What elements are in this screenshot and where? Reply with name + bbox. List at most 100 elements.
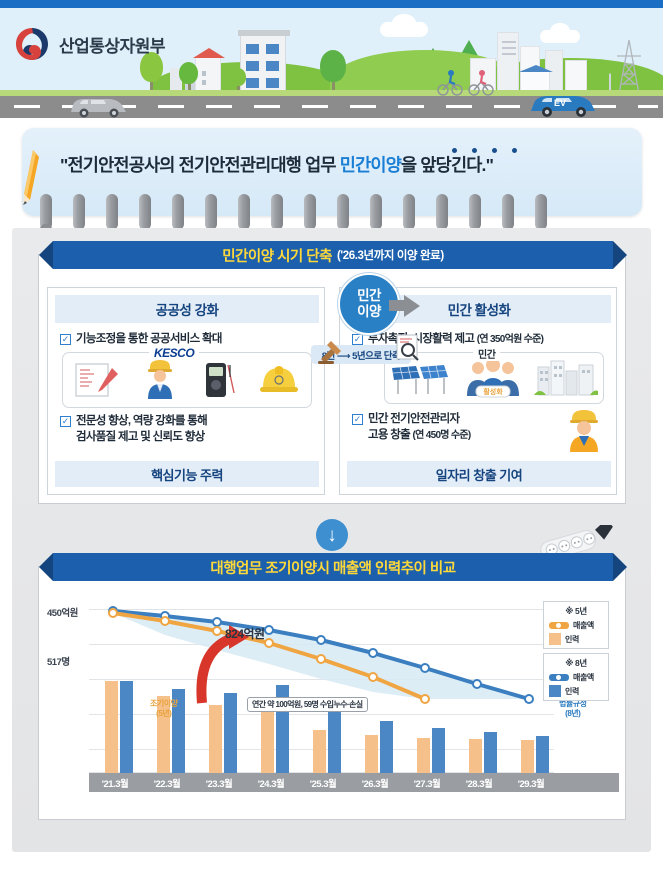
building-icon xyxy=(497,32,519,96)
legend-8year-revenue: 매출액 xyxy=(544,671,608,684)
bar-blue-headcount xyxy=(328,705,341,773)
bullet-left-1-text: 기능조정을 통한 공공서비스 확대 xyxy=(76,333,223,345)
legend-5year: ※ 5년 매출액 인력 xyxy=(543,601,609,649)
header-top-bar xyxy=(0,0,663,8)
section1-ribbon-sub: ('26.3년까지 이양 완료) xyxy=(336,250,444,262)
red-curved-arrow-icon xyxy=(196,625,249,704)
tree-icon xyxy=(230,68,246,86)
bullet-right-2: ✓ 민간 전기안전관리자 고용 창출 (연 450명 수준) xyxy=(352,412,552,443)
bar-orange-headcount xyxy=(417,738,430,773)
arrow-right-icon xyxy=(404,295,420,317)
legend-line-marker xyxy=(549,622,569,629)
section1-ribbon: 민간이양 시기 단축 ('26.3년까지 이양 완료) xyxy=(39,241,627,269)
legend-8year-headcount-label: 인력 xyxy=(565,686,579,696)
bullet-right-2-text: 민간 전기안전관리자 고용 창출 (연 450명 수준) xyxy=(368,413,471,441)
legend-8year-title: ※ 8년 xyxy=(565,658,587,668)
annotation-early-transfer: 조기이양 (5년) xyxy=(150,699,178,718)
tree-icon xyxy=(140,52,163,82)
check-icon: ✓ xyxy=(352,334,363,345)
private-icon-box: 민간 xyxy=(384,346,604,404)
gavel-icon xyxy=(318,341,341,364)
ev-car-icon xyxy=(531,96,595,117)
power-strip-plug-icon xyxy=(540,525,613,561)
quote-band: "전기안전공사의 전기안전관리대행 업무 민간이양을 앞당긴다." xyxy=(0,118,663,236)
quote-text: "전기안전공사의 전기안전관리대행 업무 민간이양을 앞당긴다." xyxy=(60,152,630,177)
section-chart-comparison: 대행업무 조기이양시 매출액 인력추이 비교 450억원 517명 xyxy=(38,553,627,820)
legend-5year-title: ※ 5년 xyxy=(565,606,587,616)
annotation-note-box: 연간 약 100억원, 59명 수입누수·손실 xyxy=(247,697,368,712)
building-icon xyxy=(238,30,290,96)
panel-left-footer: 핵심기능 주력 xyxy=(55,461,319,487)
car-icon xyxy=(71,99,126,118)
bar-blue-headcount xyxy=(120,681,133,773)
kesco-icon-box: KESCO xyxy=(62,346,312,408)
quote-highlight: 민간이양 xyxy=(339,155,402,175)
cyclist-icon xyxy=(437,70,463,96)
x-tick-5: '26.3월 xyxy=(361,778,389,790)
bullet-right-1-text: 투자촉진, 시장활력 제고 (연 350억원 수준) xyxy=(368,333,544,345)
private-caption: 민간 xyxy=(473,346,501,361)
panel-left-title: 공공성 강화 xyxy=(55,295,319,323)
emphasis-dots xyxy=(452,148,517,153)
bullet-left-2: ✓ 전문성 향상, 역량 강화를 통해 검사품질 제고 및 신뢰도 향상 xyxy=(60,414,314,445)
legend-5year-headcount-label: 인력 xyxy=(565,634,579,644)
bar-blue-headcount xyxy=(172,689,185,773)
annotation-legal-regulation: 법률규정 (8년) xyxy=(559,699,587,718)
bar-orange-headcount xyxy=(261,711,274,773)
panel-right-footer: 일자리 창출 기여 xyxy=(347,461,611,487)
annotation-824: 824억원 xyxy=(225,627,265,641)
x-tick-3: '24.3월 xyxy=(257,778,285,790)
bar-blue-headcount xyxy=(224,693,237,773)
road-strip xyxy=(0,96,663,118)
legend-5year-revenue: 매출액 xyxy=(544,619,608,632)
x-tick-2: '23.3월 xyxy=(205,778,233,790)
x-tick-1: '22.3월 xyxy=(153,778,181,790)
document-pen-icon xyxy=(75,363,118,397)
tree-icon xyxy=(179,62,198,84)
arrow-right-tail xyxy=(389,300,406,311)
ministry-logo-group: 산업통상자원부 xyxy=(14,26,165,62)
legend-square-marker xyxy=(549,685,561,697)
bar-orange-headcount xyxy=(469,739,482,773)
x-axis-strip: '21.3월 '22.3월 '23.3월 '24.3월 '25.3월 '26.3… xyxy=(89,773,619,792)
y-annotation-headcount: 517명 xyxy=(47,657,70,668)
bar-orange-headcount xyxy=(209,705,222,773)
legend-5year-headcount: 인력 xyxy=(544,632,608,646)
down-arrow-circle-icon: ↓ xyxy=(316,519,348,551)
chart-container: 450억원 517명 xyxy=(47,597,619,812)
legend-line-marker xyxy=(549,674,569,681)
section2-ribbon-main: 대행업무 조기이양시 매출액 인력추이 비교 xyxy=(210,560,456,577)
bar-blue-headcount xyxy=(536,736,549,773)
kesco-caption: KESCO xyxy=(149,346,200,360)
bar-orange-headcount xyxy=(365,735,378,773)
city-buildings-icon xyxy=(534,360,598,396)
legend-8year: ※ 8년 매출액 인력 xyxy=(543,653,609,701)
x-tick-6: '27.3월 xyxy=(413,778,441,790)
check-icon: ✓ xyxy=(60,334,71,345)
check-icon: ✓ xyxy=(60,416,71,427)
inspector-worker-icon xyxy=(148,360,172,399)
tree-trunk xyxy=(150,74,153,96)
circle-line2: 이양 xyxy=(357,304,381,319)
x-tick-7: '28.3월 xyxy=(465,778,493,790)
cyclist-icon xyxy=(468,70,494,96)
magnifier-document-icon xyxy=(396,334,419,361)
tree-trunk xyxy=(237,80,240,96)
safety-helmet-icon xyxy=(260,366,298,392)
quote-suffix: 을 앞당긴다." xyxy=(401,155,494,175)
center-circle-transfer: 민간 이양 xyxy=(338,273,400,335)
bullet-left-2-text: 전문성 향상, 역량 강화를 통해 검사품질 제고 및 신뢰도 향상 xyxy=(76,415,208,443)
legend-8year-headcount: 인력 xyxy=(544,684,608,698)
bar-blue-headcount xyxy=(380,721,393,773)
quote-prefix: "전기안전공사의 전기안전관리대행 업무 xyxy=(60,155,340,175)
solar-panel-icon xyxy=(392,365,448,394)
section1-ribbon-main: 민간이양 시기 단축 xyxy=(222,248,332,265)
tree-icon xyxy=(320,50,346,82)
legend-5year-revenue-label: 매출액 xyxy=(573,621,594,630)
tree-trunk xyxy=(188,78,191,96)
y-annotation-revenue: 450억원 xyxy=(47,608,78,619)
header-banner: EV 산업통상자원부 xyxy=(0,0,663,118)
bar-orange-headcount xyxy=(313,730,326,773)
bar-orange-headcount xyxy=(157,696,170,773)
